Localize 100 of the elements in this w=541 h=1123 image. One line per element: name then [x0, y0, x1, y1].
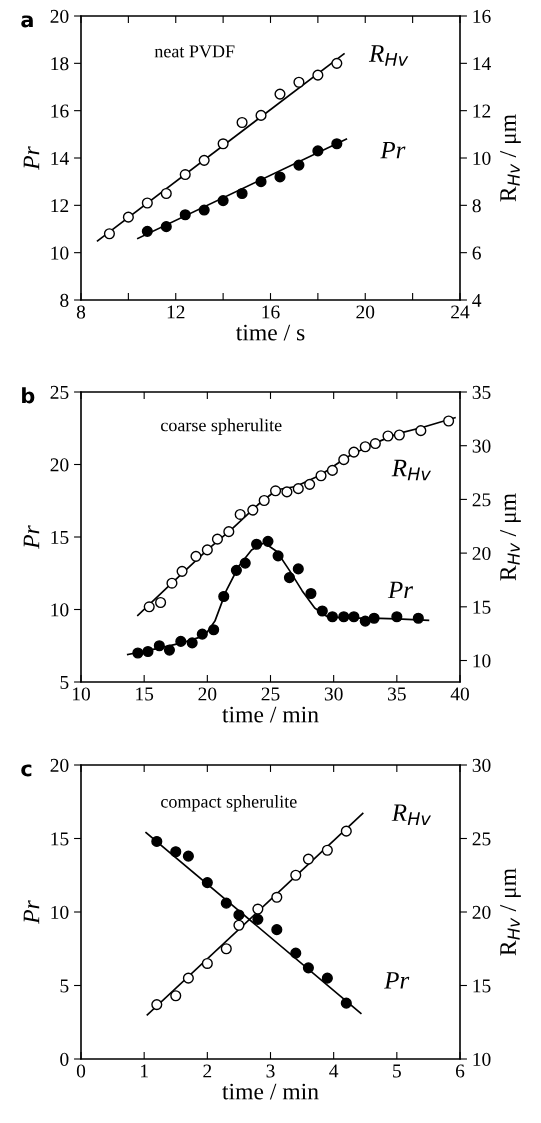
point: [190, 550, 202, 562]
point: [326, 464, 338, 476]
point: [281, 486, 293, 498]
y-tick-label: 10: [51, 246, 69, 260]
y2-tick-label: 25: [472, 493, 491, 507]
x-axis-title: time / min: [222, 706, 319, 723]
point: [258, 494, 270, 507]
point: [217, 138, 229, 150]
y-tick-label: 8: [60, 293, 69, 307]
y2-tick-label: 4: [472, 293, 482, 307]
y2-tick-label: 15: [473, 979, 491, 993]
y-tick-label: 10: [51, 905, 69, 919]
annotation: coarse spherulite: [161, 418, 282, 435]
point: [179, 209, 191, 221]
point: [151, 999, 163, 1011]
point: [196, 628, 208, 640]
point: [160, 187, 172, 200]
point: [143, 601, 155, 613]
y-axis-title: Pr: [23, 146, 40, 170]
point: [255, 176, 267, 188]
point: [166, 577, 178, 589]
point: [369, 437, 381, 450]
point: [262, 535, 274, 547]
point: [176, 565, 188, 577]
x-tick-label: 5: [393, 1064, 401, 1078]
y2-tick-label: 10: [473, 1052, 491, 1066]
chart-title: a: [21, 15, 33, 28]
y2-tick-label: 14: [473, 57, 491, 71]
point: [179, 169, 191, 181]
y-tick-label: 14: [51, 151, 69, 165]
point: [201, 957, 213, 970]
point: [302, 853, 314, 865]
point: [338, 611, 350, 623]
point: [233, 919, 245, 931]
point: [305, 587, 317, 600]
x-tick-label: 3: [266, 1064, 275, 1078]
point: [155, 596, 167, 609]
y-axis-title: Pr: [23, 900, 40, 924]
point: [251, 538, 263, 550]
point: [321, 844, 333, 856]
chart-title: c: [21, 764, 32, 777]
point: [312, 69, 324, 81]
point: [153, 640, 165, 652]
x-tick-label: 40: [450, 687, 469, 701]
y2-tick-label: 10: [473, 654, 491, 668]
point: [293, 76, 305, 88]
y-tick-label: 20: [50, 9, 69, 23]
point: [220, 943, 232, 955]
x-tick-label: 1: [141, 1064, 148, 1078]
y2-tick-label: 20: [472, 905, 491, 919]
point: [141, 197, 153, 209]
point: [304, 478, 316, 490]
y-tick-label: 18: [51, 57, 69, 71]
point: [292, 483, 304, 495]
y-tick-label: 5: [60, 979, 69, 993]
y2-tick-label: 8: [472, 199, 481, 213]
series-label: R$_{Hv}$: [391, 459, 432, 481]
point: [233, 909, 245, 921]
point: [368, 612, 380, 624]
point: [283, 572, 296, 584]
y2-tick-label: 16: [473, 9, 491, 23]
y2-tick-label: 15: [473, 600, 491, 614]
point: [393, 429, 405, 441]
x-tick-label: 30: [324, 687, 343, 701]
point: [391, 611, 403, 623]
point: [218, 590, 230, 603]
point: [348, 446, 360, 458]
x-tick-label: 6: [455, 1064, 465, 1078]
y-tick-label: 20: [50, 458, 69, 472]
point: [321, 972, 333, 984]
x-axis-title: time / s: [235, 324, 305, 341]
annotation: neat PVDF: [154, 45, 235, 58]
point: [201, 877, 213, 889]
point: [239, 557, 251, 569]
x-tick-label: 10: [72, 687, 90, 701]
point: [269, 485, 282, 497]
y-tick-label: 20: [50, 758, 69, 772]
point: [252, 903, 264, 915]
point: [340, 825, 352, 837]
point: [132, 647, 144, 659]
point: [236, 116, 248, 129]
x-tick-label: 4: [329, 1064, 339, 1078]
point: [443, 415, 455, 427]
point: [315, 470, 327, 482]
point: [293, 159, 305, 171]
series-label: Pr: [384, 972, 410, 989]
point: [230, 564, 242, 576]
series-label: R$_{Hv}$: [391, 804, 432, 825]
point: [382, 430, 394, 442]
point: [290, 869, 302, 881]
y2-tick-label: 12: [473, 104, 491, 118]
y-tick-label: 0: [60, 1052, 69, 1066]
y2-axis-title: R$_{Hv}$ / μm: [500, 114, 521, 202]
point: [292, 563, 304, 575]
series-label: Pr: [380, 141, 406, 159]
y-tick-label: 25: [50, 385, 69, 399]
x-tick-label: 20: [356, 305, 375, 319]
x-tick-label: 24: [451, 305, 470, 319]
point: [217, 195, 229, 207]
point: [252, 913, 264, 925]
